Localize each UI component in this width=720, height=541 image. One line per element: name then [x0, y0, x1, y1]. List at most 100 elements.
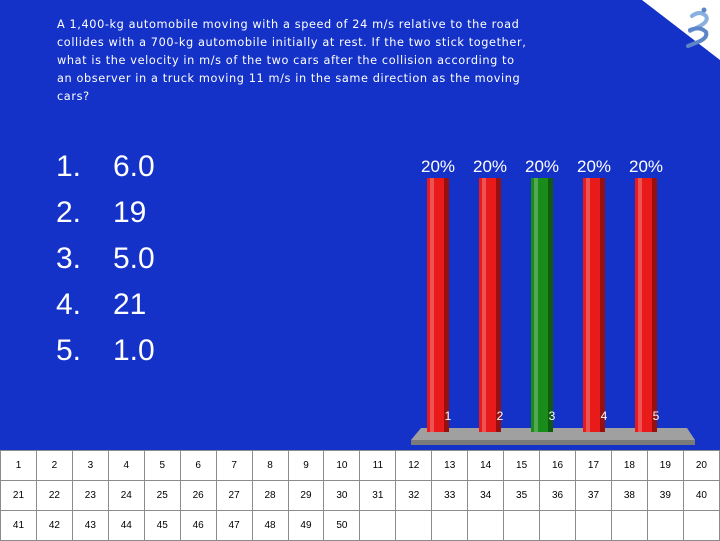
answer-number: 3.: [56, 242, 82, 275]
keypad-response-grid: 1 2 3 4 5 6 7 8 9 10 11 12 13 14 15 16 17 18 19 20 21 22 23 24 2…: [0, 450, 720, 541]
bar: [635, 178, 657, 432]
bar-shade: [444, 178, 449, 432]
grid-cell: 16: [539, 450, 576, 481]
bar-value-label: 20%: [473, 157, 507, 176]
answer-text: 5.0: [113, 242, 155, 275]
bar-category-label: 1: [445, 409, 452, 423]
grid-cell: 5: [143, 450, 181, 481]
grid-cell: 31: [359, 480, 397, 511]
grid-cell: [359, 510, 397, 541]
grid-cell: 10: [323, 450, 361, 481]
grid-row: 41 42 43 44 45 46 47 48 49 50: [0, 510, 720, 541]
answer-text: 1.0: [113, 334, 155, 367]
grid-cell: 15: [503, 450, 541, 481]
grid-cell: 32: [395, 480, 433, 511]
grid-cell: 14: [467, 450, 505, 481]
grid-cell: 33: [431, 480, 469, 511]
grid-cell: [646, 510, 684, 541]
bar-value-label: 20%: [629, 157, 663, 176]
bar-highlight: [430, 178, 434, 432]
grid-cell: 11: [359, 450, 397, 481]
grid-cell: [682, 510, 720, 541]
grid-cell: [503, 510, 541, 541]
grid-cell: [610, 510, 648, 541]
answer-number: 1.: [56, 150, 82, 183]
bar-highlight: [534, 178, 538, 432]
answer-number: 4.: [56, 288, 82, 321]
grid-cell: 6: [179, 450, 217, 481]
bar: [427, 178, 449, 432]
answer-option: 5. 1.0: [56, 328, 155, 374]
bar-value-label: 20%: [577, 157, 611, 176]
bar: [583, 178, 605, 432]
grid-cell: 44: [107, 510, 145, 541]
grid-cell: 23: [71, 480, 109, 511]
grid-cell: 34: [467, 480, 505, 511]
grid-cell: [395, 510, 433, 541]
bar-category-label: 4: [601, 409, 608, 423]
bar-value-label: 20%: [525, 157, 559, 176]
grid-cell: 46: [179, 510, 217, 541]
grid-cell: 1: [0, 450, 37, 481]
bar-category-label: 2: [497, 409, 504, 423]
question-text: A 1,400-kg automobile moving with a spee…: [57, 18, 527, 103]
grid-cell: 28: [251, 480, 289, 511]
grid-cell: 8: [251, 450, 289, 481]
grid-cell: 7: [215, 450, 253, 481]
answer-text: 19: [113, 196, 147, 229]
turning-point-logo-icon: [642, 0, 720, 60]
grid-cell: 38: [610, 480, 648, 511]
grid-cell: 9: [287, 450, 325, 481]
bar: [531, 178, 553, 432]
grid-cell: [431, 510, 469, 541]
grid-cell: 45: [143, 510, 181, 541]
grid-cell: 3: [71, 450, 109, 481]
bar-shade: [496, 178, 501, 432]
grid-cell: 17: [575, 450, 612, 481]
bar-shade: [548, 178, 553, 432]
answer-number: 2.: [56, 196, 82, 229]
grid-cell: 22: [35, 480, 73, 511]
bar-value-label: 20%: [421, 157, 455, 176]
answer-option: 2. 19: [56, 190, 155, 236]
grid-cell: 40: [682, 480, 720, 511]
grid-cell: 49: [287, 510, 325, 541]
grid-cell: 12: [395, 450, 433, 481]
grid-row: 21 22 23 24 25 26 27 28 29 30 31 32 33 34 35 36 37 38 39 40: [0, 480, 720, 511]
answer-text: 21: [113, 288, 147, 321]
answer-option: 1. 6.0: [56, 144, 155, 190]
bar-shade: [600, 178, 605, 432]
bar-shade: [652, 178, 657, 432]
grid-cell: 42: [35, 510, 73, 541]
grid-cell: 20: [682, 450, 720, 481]
grid-cell: 43: [71, 510, 109, 541]
answer-option: 3. 5.0: [56, 236, 155, 282]
grid-cell: 13: [431, 450, 469, 481]
grid-cell: 26: [179, 480, 217, 511]
grid-cell: [467, 510, 505, 541]
grid-cell: 30: [323, 480, 361, 511]
grid-cell: 41: [0, 510, 37, 541]
grid-cell: 25: [143, 480, 181, 511]
grid-row: 1 2 3 4 5 6 7 8 9 10 11 12 13 14 15 16 17 18 19 20: [0, 450, 720, 481]
answer-option: 4. 21: [56, 282, 155, 328]
grid-cell: 47: [215, 510, 253, 541]
response-chart: 20% 1 20% 2 20% 3 20% 4 20% 5: [411, 157, 695, 445]
grid-cell: 2: [35, 450, 73, 481]
grid-cell: 36: [539, 480, 576, 511]
grid-cell: 35: [503, 480, 541, 511]
grid-cell: 37: [575, 480, 612, 511]
answer-text: 6.0: [113, 150, 155, 183]
grid-cell: 18: [610, 450, 648, 481]
answer-list: 1. 6.0 2. 19 3. 5.0 4. 21 5. 1.0: [56, 144, 155, 374]
grid-cell: 24: [107, 480, 145, 511]
grid-cell: 50: [323, 510, 361, 541]
grid-cell: 29: [287, 480, 325, 511]
bar-highlight: [482, 178, 486, 432]
bar-category-label: 3: [549, 409, 556, 423]
grid-cell: 4: [107, 450, 145, 481]
bar: [479, 178, 501, 432]
bar-highlight: [586, 178, 590, 432]
grid-cell: [539, 510, 576, 541]
chart-floor-edge: [411, 440, 695, 445]
